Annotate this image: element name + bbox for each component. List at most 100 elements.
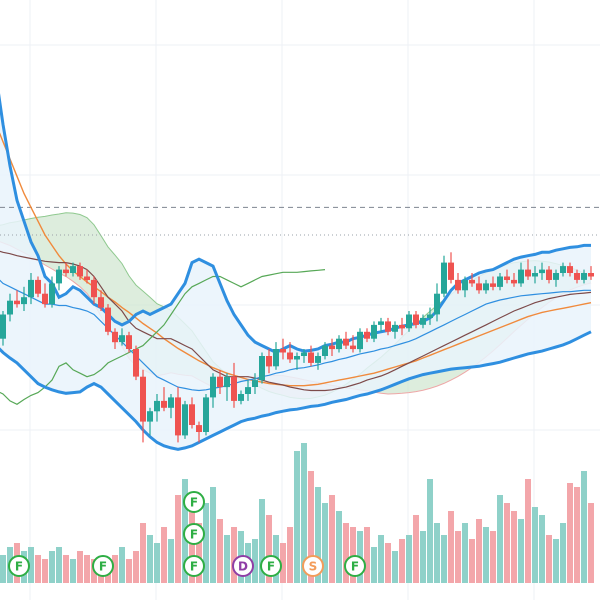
candle[interactable] — [392, 321, 398, 339]
candle[interactable] — [490, 276, 496, 291]
candle[interactable] — [42, 283, 48, 308]
event-marker-circle — [8, 555, 30, 577]
candle[interactable] — [119, 328, 125, 346]
candle[interactable] — [252, 373, 258, 394]
candle[interactable] — [504, 269, 510, 284]
candle[interactable] — [182, 400, 188, 439]
candle[interactable] — [406, 311, 412, 332]
candle[interactable] — [462, 276, 468, 298]
candle[interactable] — [413, 311, 419, 329]
candle[interactable] — [224, 373, 230, 401]
event-marker-f[interactable]: F — [260, 555, 282, 577]
candle[interactable] — [70, 262, 76, 277]
event-marker-f[interactable]: F — [183, 523, 205, 545]
candle[interactable] — [112, 328, 118, 349]
candle[interactable] — [189, 397, 195, 429]
candle[interactable] — [399, 317, 405, 336]
candle[interactable] — [231, 362, 237, 408]
candle[interactable] — [175, 387, 181, 443]
candle[interactable] — [343, 331, 349, 349]
candle[interactable] — [140, 369, 146, 443]
candle[interactable] — [511, 273, 517, 287]
candle[interactable] — [28, 273, 34, 305]
candle[interactable] — [497, 273, 503, 291]
candle[interactable] — [280, 338, 286, 360]
candle[interactable] — [238, 390, 244, 405]
candle[interactable] — [196, 421, 202, 443]
event-marker-d[interactable]: D — [232, 555, 254, 577]
candle[interactable] — [147, 407, 153, 436]
candle[interactable] — [84, 269, 90, 284]
candle[interactable] — [581, 269, 587, 284]
candle[interactable] — [364, 328, 370, 343]
volume-bar — [392, 551, 398, 583]
candle[interactable] — [168, 394, 174, 419]
candles[interactable] — [0, 252, 594, 443]
candle[interactable] — [77, 262, 83, 280]
candle[interactable] — [525, 259, 531, 280]
candle[interactable] — [385, 317, 391, 336]
candle[interactable] — [378, 317, 384, 332]
candle[interactable] — [322, 342, 328, 360]
event-marker-f[interactable]: F — [344, 555, 366, 577]
candle[interactable] — [245, 380, 251, 401]
candle[interactable] — [553, 269, 559, 287]
candle[interactable] — [448, 252, 454, 284]
event-marker-f[interactable]: F — [8, 555, 30, 577]
candle[interactable] — [371, 321, 377, 343]
candle[interactable] — [350, 335, 356, 353]
event-marker-f[interactable]: F — [183, 555, 205, 577]
candle[interactable] — [287, 342, 293, 363]
candle[interactable] — [315, 352, 321, 370]
event-marker-f[interactable]: F — [183, 491, 205, 513]
candle[interactable] — [203, 394, 209, 436]
candle[interactable] — [420, 314, 426, 329]
candle[interactable] — [518, 262, 524, 287]
candle[interactable] — [308, 345, 314, 367]
candle[interactable] — [329, 338, 335, 356]
event-marker-s[interactable]: S — [302, 555, 324, 577]
candle[interactable] — [294, 352, 300, 370]
candle[interactable] — [91, 276, 97, 305]
candle[interactable] — [63, 262, 69, 277]
candle[interactable] — [210, 373, 216, 408]
candle[interactable] — [567, 262, 573, 277]
candle[interactable] — [539, 262, 545, 280]
candle[interactable] — [126, 331, 132, 353]
candle[interactable] — [301, 349, 307, 363]
candle[interactable] — [217, 369, 223, 394]
candle[interactable] — [336, 335, 342, 353]
event-markers[interactable]: F F F F F D F S F — [8, 491, 366, 577]
candle[interactable] — [49, 276, 55, 308]
candle[interactable] — [266, 349, 272, 374]
candle[interactable] — [574, 269, 580, 284]
candle[interactable] — [560, 262, 566, 277]
candle[interactable] — [588, 266, 594, 280]
candle[interactable] — [14, 290, 20, 308]
candle[interactable] — [455, 273, 461, 294]
candle[interactable] — [357, 328, 363, 353]
candle[interactable] — [35, 276, 41, 298]
candle[interactable] — [7, 293, 13, 322]
event-marker-f[interactable]: F — [92, 555, 114, 577]
candle[interactable] — [21, 286, 27, 311]
candle[interactable] — [546, 266, 552, 284]
candle[interactable] — [427, 307, 433, 325]
candle[interactable] — [56, 266, 62, 291]
candle[interactable] — [133, 345, 139, 381]
candle[interactable] — [469, 273, 475, 287]
candle[interactable] — [259, 352, 265, 384]
candle[interactable] — [273, 342, 279, 370]
candle[interactable] — [105, 304, 111, 336]
candle[interactable] — [161, 387, 167, 412]
candle[interactable] — [483, 279, 489, 294]
candle[interactable] — [154, 394, 160, 422]
candle[interactable] — [441, 255, 447, 298]
candle[interactable] — [434, 283, 440, 322]
candle[interactable] — [532, 266, 538, 284]
candle[interactable] — [98, 290, 104, 311]
candle[interactable] — [476, 276, 482, 294]
candle[interactable] — [0, 311, 6, 346]
